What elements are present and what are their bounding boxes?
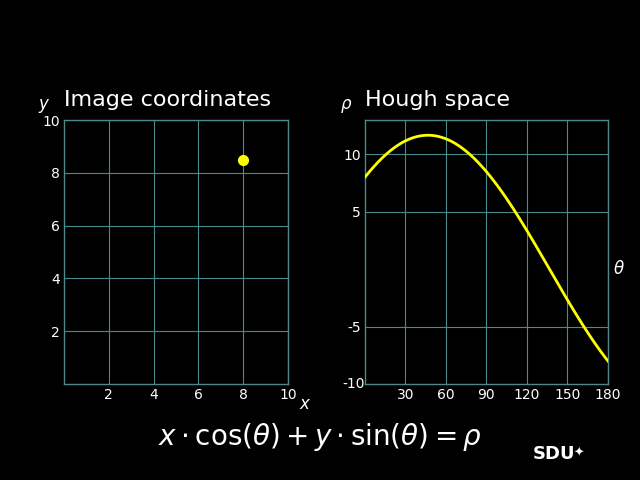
Text: $x \cdot \cos(\theta) + y \cdot \sin(\theta) = \rho$: $x \cdot \cos(\theta) + y \cdot \sin(\th… (158, 421, 482, 453)
Text: Image coordinates: Image coordinates (64, 90, 271, 110)
Text: Hough space: Hough space (365, 90, 510, 110)
Text: -10: -10 (342, 377, 365, 391)
Text: ✦: ✦ (574, 447, 584, 460)
Text: $\theta$: $\theta$ (613, 260, 625, 278)
Text: $x$: $x$ (300, 395, 312, 413)
Text: $y$: $y$ (38, 96, 51, 115)
Text: $\rho$: $\rho$ (340, 96, 353, 115)
Text: SDU: SDU (532, 444, 575, 463)
